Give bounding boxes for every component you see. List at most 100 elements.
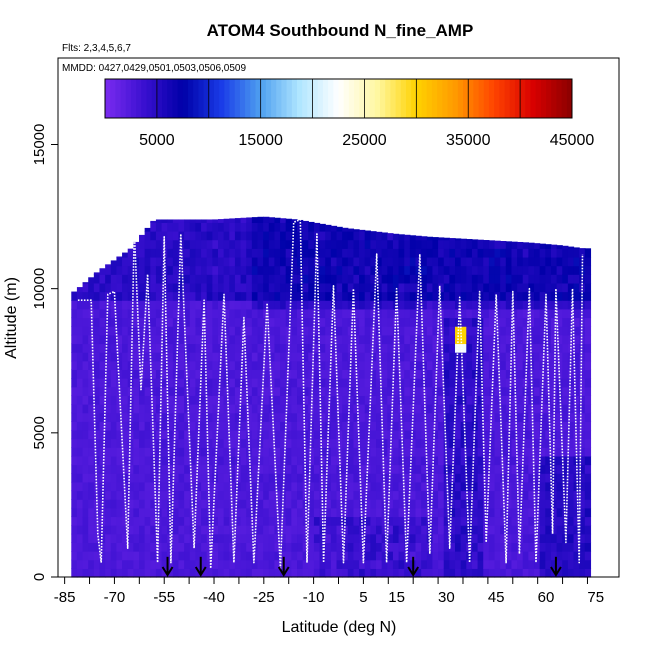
heat-cell [392,412,400,422]
heat-cell [573,542,580,552]
heat-cell [562,386,569,396]
heat-cell [562,352,569,362]
heat-cell [539,265,546,275]
heat-cell [150,343,157,353]
heat-cell [139,438,146,448]
heat-cell [426,395,434,405]
heat-cell [347,334,355,345]
heat-cell [105,421,112,431]
heat-cell [172,438,180,448]
heat-cell [285,274,292,284]
heat-cell [539,568,546,578]
heat-cell [545,360,552,370]
heat-cell [330,369,338,379]
heat-cell [150,559,157,569]
colorbar-swatch [255,79,262,118]
heat-cell [579,404,586,414]
heat-cell [522,533,529,543]
heat-cell [392,568,400,578]
heat-cell [376,525,383,535]
heat-cell [144,533,151,543]
heat-cell [184,455,191,466]
heat-cell [139,507,146,518]
heat-cell [567,308,575,319]
heat-cell [127,568,134,578]
heat-cell [500,533,507,543]
heat-cell [105,265,112,275]
heat-cell [274,352,281,362]
heat-cell [460,326,467,336]
heat-cell [302,421,309,431]
heat-cell [455,360,462,370]
heat-cell [409,490,417,500]
heat-cell [122,265,129,275]
heat-cell [246,395,253,405]
heat-cell [562,248,569,258]
heat-cell [325,248,332,258]
colorbar-tick-label: 5000 [139,132,175,149]
heat-cell [398,256,405,267]
heat-cell [167,352,174,362]
heat-cell [392,256,400,267]
heat-cell [234,516,242,526]
heat-cell [133,499,140,509]
heat-cell [550,300,558,310]
heat-cell [189,412,197,422]
heat-cell [325,369,332,379]
heat-cell [105,490,112,500]
heat-cell [139,404,146,414]
heat-cell [415,248,422,258]
heat-cell [359,248,366,258]
heat-cell [127,352,134,362]
heat-cell [155,334,163,345]
heat-cell [229,231,236,241]
heat-cell [392,300,400,310]
heat-cell [466,525,473,535]
heat-cell [404,360,411,370]
heat-cell [511,256,518,267]
heat-cell [297,404,304,414]
heat-cell [195,248,202,258]
heat-cell [562,334,569,345]
heat-cell [336,226,343,232]
heat-cell [534,499,541,509]
heat-cell [359,274,366,284]
heat-cell [251,239,259,249]
heat-cell [347,473,355,483]
heat-cell [280,507,287,518]
heat-cell [99,559,106,569]
heat-cell [167,317,174,327]
heat-cell [426,282,434,293]
heat-cell [161,490,168,500]
heat-cell [319,473,326,483]
heat-cell [449,542,456,552]
heat-cell [172,222,180,232]
colorbar-swatch [130,79,137,118]
heat-cell [353,490,360,500]
heat-cell [76,438,84,448]
heat-cell [223,559,230,569]
heat-cell [404,464,411,474]
heat-cell [319,334,326,345]
heat-cell [178,490,185,500]
heat-cell [466,429,473,440]
colorbar-swatch [208,79,215,118]
heat-cell [539,447,546,457]
heat-cell [505,542,513,552]
heat-cell [342,352,349,362]
heat-cell [116,525,123,535]
heat-cell [404,559,411,569]
heat-cell [251,490,259,500]
heat-cell [466,282,473,293]
heat-cell [534,334,541,345]
heat-cell [517,568,524,578]
heat-cell [167,404,174,414]
heat-cell [110,473,118,483]
heat-cell [127,542,134,552]
heat-cell [229,507,236,518]
heat-cell [155,429,163,440]
heat-cell [471,395,479,405]
heat-cell [421,438,428,448]
heat-cell [319,412,326,422]
heat-cell [178,542,185,552]
